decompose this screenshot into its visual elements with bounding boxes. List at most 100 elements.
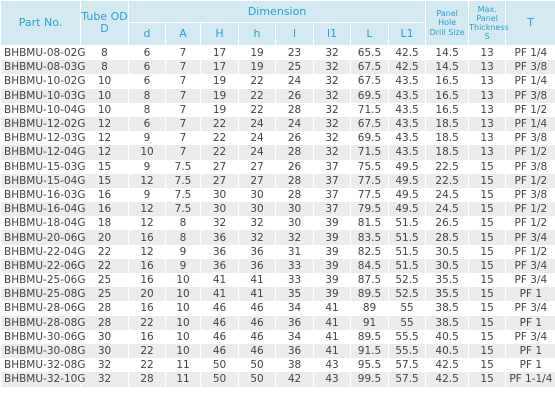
header-cell: h [238, 22, 276, 46]
table-cell: 10 [165, 315, 201, 330]
table-cell: PF 3/4 [505, 301, 555, 316]
table-cell: 42.5 [387, 45, 426, 61]
table-cell: 51.5 [387, 244, 426, 259]
table-cell: PF 1/4 [505, 74, 555, 89]
table-cell: 26 [275, 159, 314, 174]
table-cell: 7 [165, 45, 201, 61]
table-cell: 52.5 [387, 273, 426, 288]
table-cell: 22 [238, 102, 276, 117]
table-cell: 28 [275, 173, 314, 188]
table-cell: 50 [200, 372, 239, 387]
table-cell: 30 [238, 187, 276, 203]
table-cell: 12 [80, 116, 129, 132]
header-cell: Dimension [127, 0, 427, 23]
table-body: BHBMU-08-02G 8 6 7 17 19 23 32 65.5 42.5 14.5 13 PF … [0, 45, 555, 387]
table-cell: 13 [468, 145, 506, 160]
table-cell: 30 [238, 202, 276, 217]
table-cell: 41 [238, 287, 276, 302]
table-cell: PF 1/2 [505, 244, 555, 259]
table-cell: BHBMU-15-03G [0, 159, 85, 174]
table-cell: 51.5 [387, 216, 426, 231]
header-row: Part No. Tube OD D Dimension Panel Hole … [0, 0, 555, 46]
table-cell: 69.5 [350, 88, 389, 103]
table-cell: 18.5 [425, 131, 469, 146]
table-cell: 9 [128, 131, 166, 146]
table-cell: 15 [468, 258, 506, 273]
table-cell: 57.5 [387, 358, 426, 373]
table-cell: 12 [128, 244, 166, 259]
table-cell: 42.5 [425, 372, 469, 387]
table-cell: 71.5 [350, 145, 389, 160]
table-cell: 24 [275, 116, 314, 132]
table-cell: 55 [387, 301, 426, 316]
table-cell: 41 [313, 315, 351, 330]
table-cell: 49.5 [387, 202, 426, 217]
table-cell: 22 [200, 145, 239, 160]
table-cell: 15 [468, 343, 506, 359]
table-cell: 46 [200, 301, 239, 316]
table-cell: 24.5 [425, 202, 469, 217]
table-cell: 25 [80, 287, 129, 302]
table-cell: 89.5 [350, 329, 389, 344]
table-row: BHBMU-10-04G 10 8 7 19 22 28 32 71.5 43.5 16.5 13 PF… [0, 102, 555, 117]
table-cell: PF 3/4 [505, 258, 555, 273]
table-cell: PF 1 [505, 315, 555, 330]
table-cell: 39 [313, 273, 351, 288]
table-cell: 15 [80, 159, 129, 174]
table-cell: 22.5 [425, 159, 469, 174]
table-cell: 24.5 [425, 187, 469, 203]
table-cell: 31 [275, 244, 314, 259]
table-cell: 7 [165, 88, 201, 103]
table-cell: 15 [468, 230, 506, 245]
table-cell: 43.5 [387, 131, 426, 146]
table-cell: 10 [165, 301, 201, 316]
table-row: BHBMU-25-06G 25 16 10 41 41 33 39 87.5 52.5 35.5 15… [0, 273, 555, 288]
header-cell: L [350, 22, 389, 46]
table-cell: 32 [313, 102, 351, 117]
table-row: BHBMU-08-03G 8 6 7 17 19 25 32 67.5 42.5 14.5 13 PF … [0, 60, 555, 75]
table-cell: 34 [275, 301, 314, 316]
table-cell: 71.5 [350, 102, 389, 117]
table-cell: 32 [275, 230, 314, 245]
table-cell: 26 [275, 131, 314, 146]
table-cell: PF 3/8 [505, 60, 555, 75]
table-cell: 12 [80, 145, 129, 160]
table-cell: BHBMU-10-02G [0, 74, 85, 89]
table-cell: 36 [200, 258, 239, 273]
table-cell: 15 [468, 187, 506, 203]
table-cell: 24 [238, 116, 276, 132]
table-cell: 43 [313, 372, 351, 387]
table-row: BHBMU-32-08G 32 22 11 50 50 38 43 95.5 57.5 42.5 15… [0, 358, 555, 373]
table-cell: 32 [80, 372, 129, 387]
table-cell: 46 [200, 329, 239, 344]
table-cell: 37 [313, 159, 351, 174]
table-cell: 12 [128, 202, 166, 217]
table-cell: 57.5 [387, 372, 426, 387]
table-cell: 39 [313, 244, 351, 259]
table-cell: 32 [200, 216, 239, 231]
table-cell: 91 [350, 315, 389, 330]
table-cell: 10 [80, 88, 129, 103]
table-cell: 19 [238, 45, 276, 61]
table-cell: 99.5 [350, 372, 389, 387]
table-cell: 36 [275, 343, 314, 359]
table-cell: BHBMU-10-04G [0, 102, 85, 117]
table-cell: 8 [128, 102, 166, 117]
table-cell: 41 [313, 343, 351, 359]
table-cell: 24 [238, 131, 276, 146]
table-cell: 8 [80, 60, 129, 75]
table-cell: 15 [468, 287, 506, 302]
table-cell: BHBMU-18-04G [0, 216, 85, 231]
table-cell: 13 [468, 60, 506, 75]
table-cell: 20 [80, 230, 129, 245]
table-cell: PF 1/2 [505, 145, 555, 160]
table-row: BHBMU-22-04G 22 12 9 36 36 31 39 82.5 51.5 30.5 15 P… [0, 244, 555, 259]
table-cell: 36 [238, 258, 276, 273]
header-cell: l1 [313, 22, 351, 46]
table-cell: 39 [313, 216, 351, 231]
table-cell: 49.5 [387, 187, 426, 203]
header-cell: T [505, 0, 555, 46]
table-cell: 67.5 [350, 74, 389, 89]
table-cell: 49.5 [387, 159, 426, 174]
table-cell: 7.5 [165, 159, 201, 174]
